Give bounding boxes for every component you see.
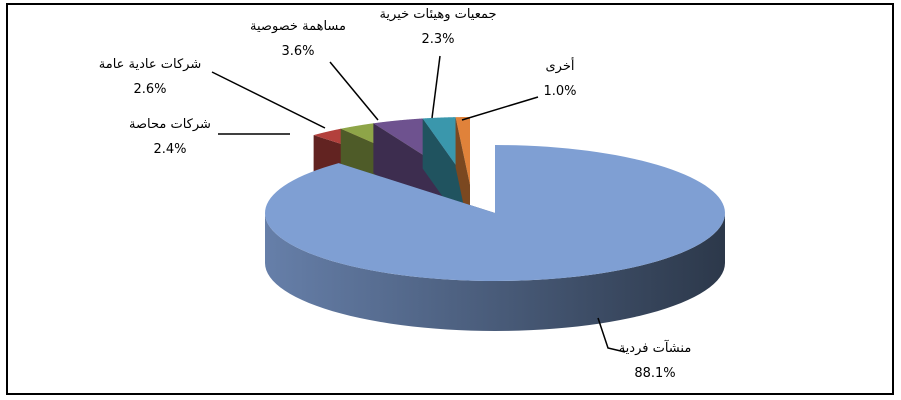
leader-line <box>461 96 539 121</box>
leader-line <box>431 55 441 119</box>
slice-label: شركات محاصة <box>129 117 211 132</box>
labels: منشآت فردية 88.1% شركات محاصة 2.4% شركات عاد… <box>99 7 692 381</box>
slice-label: شركات عادية عامة <box>99 57 201 72</box>
pie-slice <box>265 145 725 331</box>
leader-line <box>211 71 326 129</box>
slice-side <box>265 213 725 331</box>
value-label: 3.6% <box>281 44 314 59</box>
value-label: 2.4% <box>153 142 186 157</box>
leader-line <box>597 317 626 353</box>
value-label: 1.0% <box>543 84 576 99</box>
pie <box>265 117 725 331</box>
slice-top <box>265 145 725 281</box>
slice-label: أخرى <box>546 57 575 74</box>
value-label: 2.6% <box>133 82 166 97</box>
value-label: 88.1% <box>634 366 675 381</box>
slice-label: جمعيات وهيئات خيرية <box>379 7 496 22</box>
slice-label: منشآت فردية <box>619 339 692 356</box>
value-label: 2.3% <box>421 32 454 47</box>
slice-label: مساهمة خصوصية <box>250 19 346 34</box>
leader-line <box>329 61 379 121</box>
slice-top <box>455 117 470 185</box>
